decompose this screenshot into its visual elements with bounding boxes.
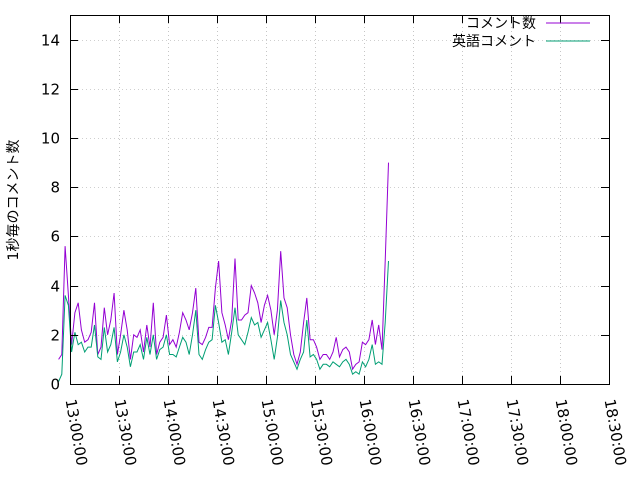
legend-label: コメント数 [466,16,536,32]
x-tick-label: 14:00:00 [160,398,189,467]
y-tick-label: 6 [50,228,60,246]
y-tick-label: 4 [50,278,60,296]
y-tick-label: 8 [50,179,60,197]
x-tick-label: 17:00:00 [454,398,483,467]
y-tick-label: 10 [41,130,60,148]
series-lines [58,162,389,382]
y-tick-label: 0 [50,376,60,394]
x-tick-label: 14:30:00 [209,398,238,467]
x-tick-label: 18:00:00 [552,398,581,467]
y-axis: 0 2 4 6 8 10 12 14 [41,32,609,394]
x-tick-label: 16:00:00 [356,398,385,467]
x-tick-label: 15:00:00 [258,398,287,467]
y-axis-title: 1秒毎のコメント数 [6,140,22,261]
x-tick-label: 18:30:00 [601,398,630,467]
series-line-0 [58,162,389,371]
x-tick-label: 17:30:00 [503,398,532,467]
x-tick-label: 13:00:00 [62,398,91,467]
series-line-1 [58,260,389,382]
y-tick-label: 14 [41,32,60,50]
x-tick-label: 13:30:00 [111,398,140,467]
x-axis: 13:00:00 13:30:00 14:00:00 14:30:00 15:00:00… [62,15,630,467]
y-tick-label: 12 [41,81,60,99]
y-tick-label: 2 [50,327,60,345]
legend-label: 英語コメント [452,33,536,50]
plot-frame [70,15,610,385]
x-tick-label: 15:30:00 [307,398,336,467]
x-tick-label: 16:30:00 [405,398,434,467]
